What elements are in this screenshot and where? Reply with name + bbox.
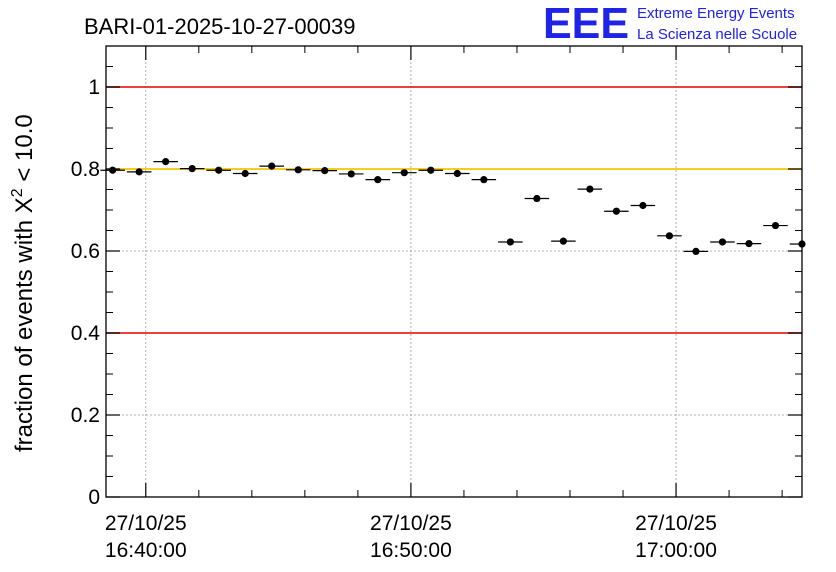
data-point-marker [188, 164, 196, 173]
data-point [498, 238, 523, 246]
data-point-marker [745, 240, 753, 248]
data-point-marker [586, 185, 594, 193]
data-point [206, 166, 231, 174]
eee-logo: EEE [543, 0, 629, 48]
y-tick-label: 0.8 [71, 158, 100, 181]
y-tick-labels: 0 0.2 0.4 0.6 0.8 1 [71, 76, 101, 509]
data-point [232, 169, 258, 178]
axis-ticks [106, 45, 802, 498]
data-point [418, 166, 444, 174]
data-point [126, 168, 152, 176]
data-point-marker [612, 207, 621, 215]
plot-frame [105, 45, 803, 498]
x-tick-label-time: 16:40:00 [105, 539, 187, 562]
x-tick-label-time: 17:00:00 [635, 539, 717, 562]
data-point-marker [109, 166, 117, 174]
data-point-marker [506, 238, 514, 246]
data-point [789, 240, 806, 248]
data-point-marker [162, 158, 170, 166]
data-series [100, 158, 806, 256]
chart-title: BARI-01-2025-10-27-00039 [84, 14, 356, 39]
data-point [312, 167, 337, 175]
data-point [604, 207, 629, 215]
data-point-marker [480, 176, 488, 184]
data-point [736, 240, 762, 248]
y-tick-label: 0 [88, 486, 100, 509]
data-point-marker [453, 169, 461, 178]
data-point [339, 170, 364, 178]
x-tick-label-time: 16:50:00 [370, 539, 452, 562]
data-point-marker [665, 232, 674, 240]
y-tick-label: 1 [88, 76, 100, 99]
data-point-marker [400, 169, 408, 177]
x-tick-label-date: 27/10/25 [105, 512, 187, 535]
data-point-marker [374, 176, 382, 184]
data-point [259, 162, 284, 170]
data-point [577, 185, 603, 193]
data-point-marker [135, 168, 143, 176]
data-point-marker [347, 170, 355, 178]
data-point [179, 164, 205, 173]
brand-line-1: Extreme Energy Events [637, 5, 795, 22]
data-point [471, 176, 497, 184]
reference-lines [106, 86, 802, 334]
data-point-marker [718, 238, 727, 246]
data-point [392, 169, 417, 177]
data-point-marker [215, 166, 223, 174]
data-point-marker [771, 221, 780, 230]
data-point [710, 238, 735, 246]
data-point [100, 166, 125, 174]
brand-line-2: La Scienza nelle Scuole [637, 26, 797, 43]
data-point [365, 176, 391, 184]
x-tick-label-date: 27/10/25 [370, 512, 452, 535]
data-point [683, 247, 709, 256]
brand-logo-text: EEE [543, 0, 629, 48]
data-point-marker [268, 162, 276, 170]
data-point-marker [427, 166, 435, 174]
data-point [153, 158, 178, 166]
y-tick-label: 0.4 [71, 322, 101, 345]
x-tick-label-date: 27/10/25 [635, 512, 717, 535]
data-point [551, 237, 576, 245]
y-tick-label: 0.6 [71, 240, 100, 263]
y-axis-label: fraction of events with X2 < 10.0 [9, 114, 38, 452]
data-point-marker [639, 201, 647, 210]
data-point [657, 232, 682, 240]
data-point-marker [294, 166, 302, 174]
data-point-marker [692, 247, 700, 256]
x-tick-labels: 27/10/25 16:40:00 27/10/25 16:50:00 27/10/25… [105, 512, 717, 562]
data-point-marker [241, 169, 249, 178]
data-point [285, 166, 311, 174]
data-point [524, 194, 550, 203]
grid-lines [106, 46, 802, 497]
data-point-marker [533, 194, 541, 203]
data-point [763, 221, 788, 230]
data-point-marker [321, 167, 329, 175]
data-point [445, 169, 470, 178]
data-point [630, 201, 656, 210]
data-point-marker [559, 237, 567, 245]
y-tick-label: 0.2 [71, 404, 100, 427]
